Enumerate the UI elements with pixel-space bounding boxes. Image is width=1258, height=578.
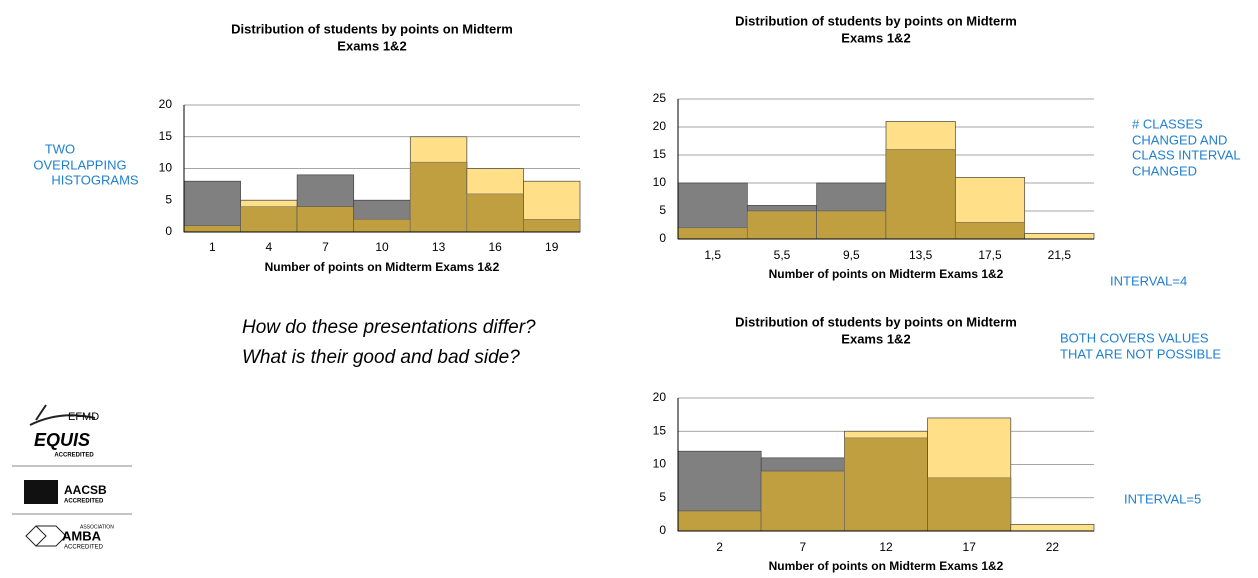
- y-tick-label: 25: [653, 91, 667, 105]
- overlap: [523, 219, 581, 233]
- logo-text: ASSOCIATION: [80, 524, 114, 530]
- chart-title: Distribution of students by points on Mi…: [735, 13, 1017, 28]
- logo-text: AACSB: [64, 483, 107, 497]
- chart-title: Exams 1&2: [841, 30, 910, 45]
- overlap: [927, 477, 1012, 532]
- logo-box: [24, 480, 58, 504]
- y-tick-label: 5: [659, 490, 666, 504]
- chart-title: Distribution of students by points on Mi…: [231, 21, 513, 36]
- overlap: [955, 221, 1025, 240]
- overlap: [747, 210, 817, 240]
- y-tick-label: 10: [653, 457, 667, 471]
- logo-text: ACCREDITED: [64, 499, 104, 505]
- logo-text: AMBA: [62, 528, 102, 543]
- bar: [1024, 233, 1095, 240]
- x-tick-label: 2: [716, 540, 723, 554]
- y-tick-label: 10: [653, 175, 667, 189]
- x-tick-label: 16: [488, 240, 502, 254]
- overlap: [466, 193, 524, 233]
- overlap: [353, 219, 411, 233]
- note: INTERVAL=4: [1110, 273, 1187, 288]
- x-axis-label: Number of points on Midterm Exams 1&2: [769, 267, 1004, 281]
- y-tick-label: 0: [165, 224, 172, 238]
- x-tick-label: 12: [879, 540, 893, 554]
- y-tick-label: 15: [653, 423, 667, 437]
- x-axis-label: Number of points on Midterm Exams 1&2: [265, 260, 500, 274]
- x-tick-label: 7: [322, 240, 329, 254]
- x-tick-label: 1: [209, 240, 216, 254]
- bar: [183, 180, 241, 233]
- overlap: [296, 206, 354, 233]
- y-tick-label: 0: [659, 231, 666, 245]
- y-tick-label: 5: [165, 192, 172, 206]
- logo-swoosh: [29, 404, 96, 426]
- bar: [1010, 523, 1095, 532]
- overlap: [677, 510, 762, 532]
- y-tick-label: 15: [653, 147, 667, 161]
- overlap: [816, 210, 887, 240]
- x-tick-label: 17: [963, 540, 977, 554]
- logos: EFMD EQUIS ACCREDITED AACSB ACCREDITED A…: [12, 404, 132, 551]
- y-tick-label: 15: [159, 129, 173, 143]
- logo-text: EQUIS: [34, 430, 90, 450]
- x-tick-label: 5,5: [774, 248, 791, 262]
- overlap: [885, 149, 956, 240]
- note: INTERVAL=5: [1124, 491, 1201, 506]
- x-tick-label: 21,5: [1048, 248, 1072, 262]
- x-tick-label: 22: [1046, 540, 1060, 554]
- overlap: [760, 470, 845, 532]
- x-tick-label: 17,5: [978, 248, 1002, 262]
- note: CHANGED AND: [1132, 132, 1227, 147]
- note: BOTH COVERS VALUES: [1060, 330, 1209, 345]
- x-tick-label: 1,5: [704, 248, 721, 262]
- overlap: [410, 161, 468, 233]
- y-tick-label: 10: [159, 161, 173, 175]
- note: TWO: [45, 141, 75, 156]
- x-tick-label: 9,5: [843, 248, 860, 262]
- y-tick-label: 20: [653, 119, 667, 133]
- y-tick-label: 20: [653, 390, 667, 404]
- note: CHANGED: [1132, 163, 1197, 178]
- x-tick-label: 7: [799, 540, 806, 554]
- logo-text: ACCREDITED: [64, 545, 104, 551]
- logo-text: EFMD: [68, 411, 99, 423]
- x-tick-label: 13,5: [909, 248, 933, 262]
- x-axis-label: Number of points on Midterm Exams 1&2: [769, 559, 1004, 573]
- question: What is their good and bad side?: [242, 347, 520, 368]
- y-tick-label: 0: [659, 523, 666, 537]
- x-tick-label: 13: [432, 240, 446, 254]
- logo-diamond: [25, 525, 67, 547]
- overlap: [677, 227, 748, 240]
- y-tick-label: 5: [659, 203, 666, 217]
- note: # CLASSES: [1132, 116, 1203, 131]
- logo-text: ACCREDITED: [54, 453, 94, 459]
- overlap: [183, 225, 241, 233]
- overlap: [240, 206, 298, 233]
- overlap: [844, 437, 928, 532]
- chart-title: Distribution of students by points on Mi…: [735, 314, 1017, 329]
- chart-title: Exams 1&2: [337, 38, 406, 53]
- y-tick-label: 20: [159, 97, 173, 111]
- note: OVERLAPPING: [33, 157, 126, 172]
- note: THAT ARE NOT POSSIBLE: [1060, 346, 1221, 361]
- x-tick-label: 19: [545, 240, 559, 254]
- x-tick-label: 10: [375, 240, 389, 254]
- note: HISTOGRAMS: [51, 172, 138, 187]
- question: How do these presentations differ?: [242, 317, 536, 338]
- x-tick-label: 4: [266, 240, 273, 254]
- note: CLASS INTERVAL: [1132, 147, 1241, 162]
- chart-title: Exams 1&2: [841, 331, 910, 346]
